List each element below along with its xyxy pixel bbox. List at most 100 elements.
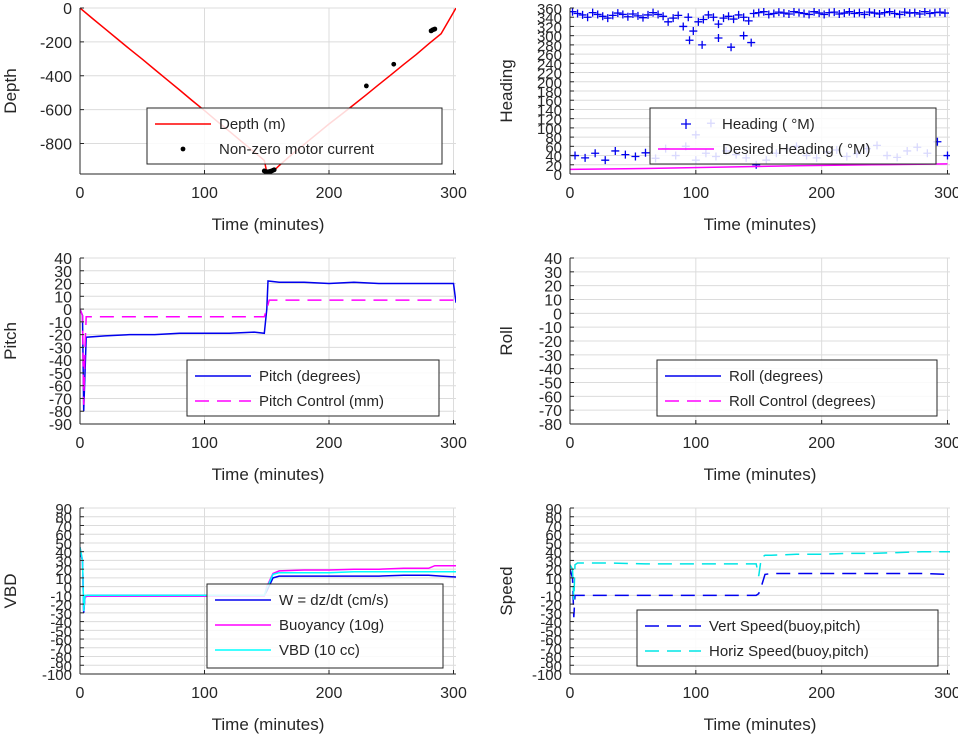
data-point: [845, 8, 854, 16]
y-tick-label: 140: [537, 102, 562, 119]
y-tick-label: 260: [537, 47, 562, 64]
legend: Depth (m) Non-zero motor current: [146, 107, 443, 165]
y-tick-label: 220: [537, 66, 562, 83]
data-point: [769, 9, 778, 18]
y-tick-label: -60: [539, 389, 562, 406]
y-tick-label: 10: [55, 571, 72, 588]
data-point: [925, 9, 934, 18]
data-point: [943, 151, 950, 160]
data-point: [664, 17, 673, 26]
x-tick-label: 0: [566, 435, 575, 452]
y-tick-label: 50: [55, 536, 72, 553]
y-tick-label: -100: [42, 667, 72, 684]
data-point: [759, 8, 768, 16]
y-tick-label: 160: [537, 93, 562, 110]
y-tick-label: 180: [537, 84, 562, 101]
data-point: [895, 10, 904, 19]
y-tick-label: 10: [544, 293, 562, 310]
panel-depth: 0 100 200 300 0 -200 -400 -600 -800 Time (minutes…: [1, 1, 467, 234]
y-tick-label: -80: [540, 650, 562, 667]
x-tick-label: 200: [316, 685, 343, 702]
legend: Vert Speed(buoy,pitch) Horiz Speed(buoy,p…: [636, 609, 939, 667]
y-tick-label: 70: [55, 518, 72, 535]
series-1-1-line: [570, 163, 948, 171]
y-tick-label: -80: [49, 404, 72, 421]
y-tick-label: -800: [40, 137, 72, 154]
y-tick-label: 30: [55, 553, 72, 570]
data-point: [784, 9, 793, 18]
legend-entry: Horiz Speed(buoy,pitch): [709, 643, 869, 660]
y-tick-label: 40: [54, 251, 72, 268]
data-point: [644, 10, 653, 19]
y-tick-label: 0: [553, 306, 562, 323]
data-point: [810, 8, 819, 16]
legend-entry: Pitch (degrees): [259, 368, 361, 385]
data-point: [611, 146, 620, 155]
x-tick-label: 0: [566, 685, 575, 702]
data-point: [432, 26, 438, 32]
data-point: [573, 9, 582, 18]
x-tick-label: 200: [808, 685, 835, 702]
y-tick-label: -90: [49, 417, 72, 434]
x-tick-label: 300: [440, 185, 467, 202]
y-tick-label: 0: [64, 580, 72, 597]
data-point: [890, 9, 899, 18]
data-point: [271, 167, 277, 173]
y-tick-label: 40: [545, 149, 562, 166]
y-tick-label: -30: [49, 340, 72, 357]
x-axis-label: Time (minutes): [212, 215, 325, 234]
y-tick-label: -30: [50, 606, 72, 623]
y-tick-label: -80: [539, 417, 562, 434]
y-tick-label: 20: [55, 562, 72, 579]
y-tick-label: 300: [537, 29, 562, 46]
x-axis-label: Time (minutes): [704, 215, 817, 234]
data-point: [789, 8, 798, 16]
plot-area: [80, 280, 456, 412]
data-point: [880, 8, 889, 17]
legend-entry: Pitch Control (mm): [259, 393, 384, 410]
y-tick-label: -30: [539, 348, 562, 365]
y-tick-label: -100: [532, 667, 562, 684]
data-point: [598, 12, 607, 21]
data-point: [875, 9, 884, 18]
data-point: [654, 10, 663, 19]
y-tick-label: -40: [49, 353, 72, 370]
legend-entry: Vert Speed(buoy,pitch): [709, 618, 860, 635]
data-point: [689, 27, 698, 36]
data-point: [747, 38, 756, 47]
y-tick-label: 0: [554, 167, 562, 184]
data-point: [583, 13, 592, 22]
y-tick-label: 60: [545, 139, 562, 156]
x-tick-label: 200: [316, 435, 343, 452]
y-tick-label: -70: [540, 641, 562, 658]
y-tick-label: -70: [50, 641, 72, 658]
data-point: [363, 83, 369, 89]
y-tick-label: 80: [55, 510, 72, 527]
data-point: [638, 13, 647, 22]
y-tick-label: 30: [545, 553, 562, 570]
data-point: [850, 9, 859, 18]
data-point: [935, 8, 944, 17]
data-point: [649, 8, 658, 17]
panel-vbd: 0 100 200 300-100-90-80-70-60-50-40-30-20-1…: [1, 501, 467, 734]
x-tick-label: 0: [76, 685, 85, 702]
legend-marker: [681, 119, 691, 129]
y-tick-label: -50: [50, 623, 72, 640]
y-axis-label: VBD: [1, 574, 20, 609]
y-tick-label: 80: [545, 510, 562, 527]
data-point: [621, 150, 630, 159]
y-tick-label: -80: [50, 650, 72, 667]
y-tick-label: 30: [544, 265, 562, 282]
data-point: [684, 13, 693, 22]
data-point: [588, 8, 597, 17]
series-2-0-line: [80, 280, 456, 412]
y-axis-label: Speed: [497, 566, 516, 615]
y-tick-label: -70: [539, 403, 562, 420]
y-tick-label: 280: [537, 38, 562, 55]
y-tick-label: -40: [540, 615, 562, 632]
x-tick-label: 200: [316, 185, 343, 202]
data-point: [815, 9, 824, 18]
y-tick-label: 40: [545, 545, 562, 562]
data-point: [820, 10, 829, 19]
